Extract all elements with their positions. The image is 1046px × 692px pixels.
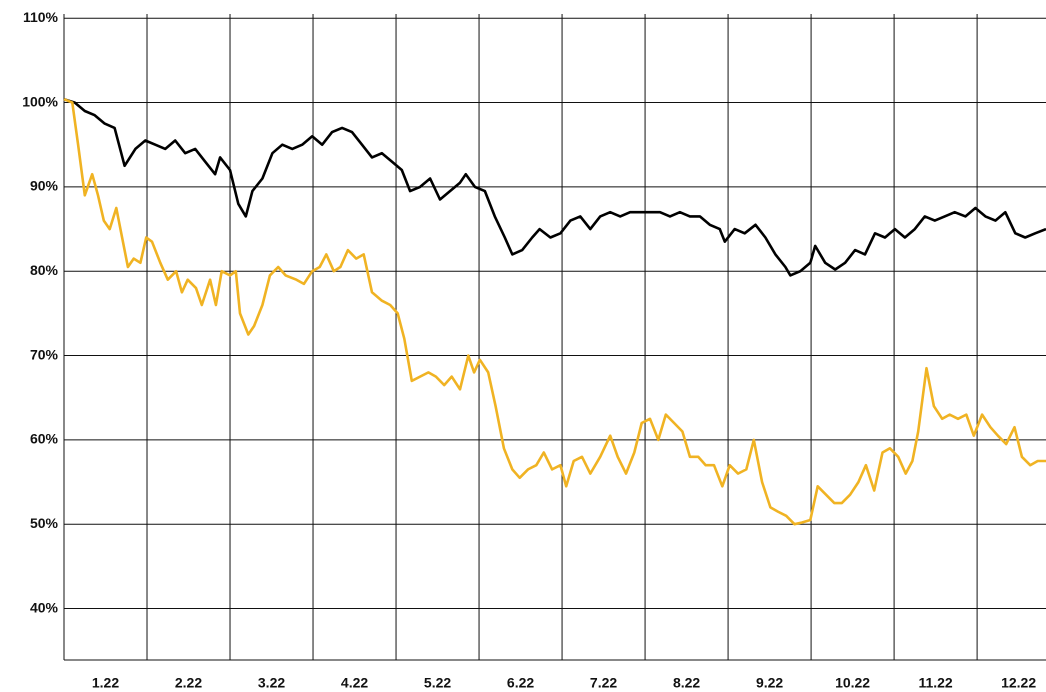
y-tick-label: 40% <box>30 599 59 615</box>
x-tick-label: 1.22 <box>92 675 119 691</box>
x-tick-label: 8.22 <box>673 675 700 691</box>
line-series <box>63 97 1046 526</box>
x-tick-label: 7.22 <box>590 675 617 691</box>
y-tick-label: 50% <box>30 515 59 531</box>
y-tick-label: 100% <box>22 93 58 109</box>
y-tick-label: 60% <box>30 431 59 447</box>
x-tick-label: 12.22 <box>1001 675 1036 691</box>
y-tick-label: 110% <box>23 9 59 25</box>
x-tick-label: 2.22 <box>175 675 202 691</box>
y-tick-label: 90% <box>30 178 59 194</box>
x-tick-label: 5.22 <box>424 675 451 691</box>
x-tick-label: 6.22 <box>507 675 534 691</box>
x-tick-label: 11.22 <box>918 675 952 691</box>
y-tick-label: 80% <box>30 262 59 278</box>
x-tick-label: 3.22 <box>258 675 285 691</box>
line-series <box>63 97 1046 277</box>
x-tick-label: 10.22 <box>835 675 870 691</box>
y-tick-label: 70% <box>30 346 59 362</box>
x-tick-label: 9.22 <box>756 675 783 691</box>
x-tick-label: 4.22 <box>341 675 368 691</box>
